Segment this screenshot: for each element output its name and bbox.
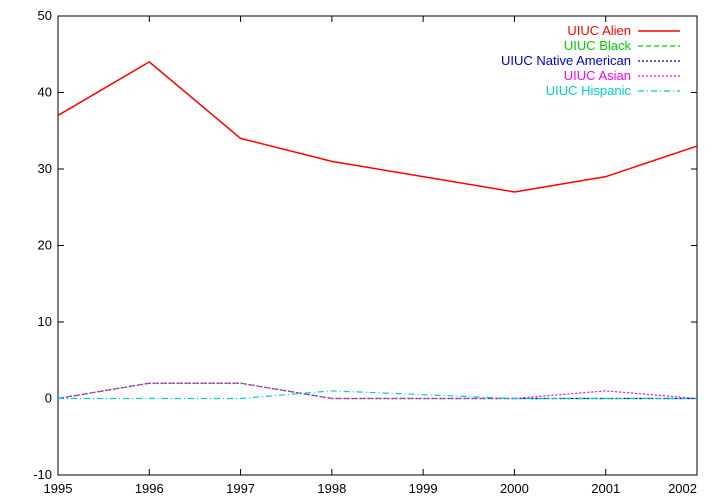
x-tick-label: 1997 (226, 481, 255, 496)
y-tick-label: -10 (33, 467, 52, 482)
y-tick-label: 30 (38, 161, 52, 176)
series-line-uiuc-black (57, 382, 697, 400)
y-tick-label: 10 (38, 314, 52, 329)
y-tick-label: 20 (38, 238, 52, 253)
legend-label: UIUC Asian (564, 68, 631, 83)
y-tick-label: 40 (38, 85, 52, 100)
x-tick-label: 1996 (135, 481, 164, 496)
legend-label: UIUC Native American (501, 53, 631, 68)
y-tick-label: 50 (38, 8, 52, 23)
x-tick-label: 2002 (668, 481, 697, 496)
legend-label: UIUC Alien (567, 23, 631, 38)
series-line-uiuc-alien (57, 60, 698, 193)
x-tick-label: 1998 (317, 481, 346, 496)
x-tick-label: 2001 (591, 481, 620, 496)
series-line-uiuc-native-american (57, 382, 697, 400)
legend-label: UIUC Black (564, 38, 632, 53)
axis-ticks: -10 0 10 20 30 40 50 1995 1996 1997 1998 1999 2000 20… (33, 8, 698, 496)
x-tick-label: 2000 (500, 481, 529, 496)
y-tick-label: 0 (45, 391, 52, 406)
x-tick-label: 1999 (409, 481, 438, 496)
series-line-uiuc-asian (57, 382, 698, 400)
legend-label: UIUC Hispanic (546, 83, 632, 98)
series-line-uiuc-hispanic (58, 390, 697, 400)
x-tick-label: 1995 (44, 481, 73, 496)
series-lines (57, 60, 698, 400)
